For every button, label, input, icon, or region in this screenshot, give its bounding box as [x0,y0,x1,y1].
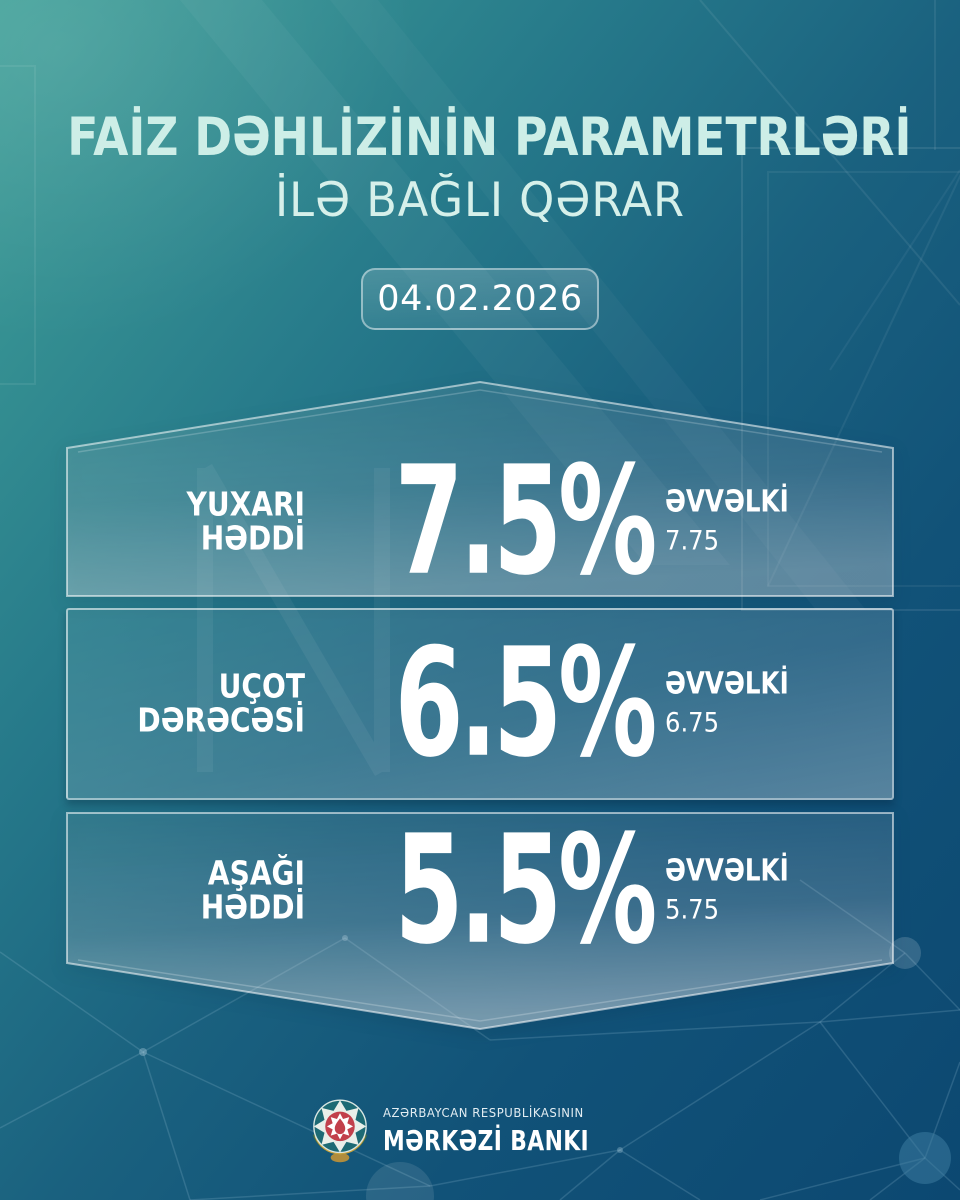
rate-value: 5.5% [394,803,658,978]
date-text: 04.02.2026 [377,279,583,319]
rate-label: YUXARI HƏDDİ [186,484,305,558]
glass-panel-shape [66,381,894,597]
previous-rate-block: ƏVVƏLKİ 7.75 [665,485,816,557]
previous-label: ƏVVƏLKİ [665,853,789,889]
footer-logo-block: AZƏRBAYCAN RESPUBLİKASININ MƏRKƏZİ BANKI [0,1098,960,1164]
page-title-line1: FAİZ DƏHLİZİNİN PARAMETRLƏRİ [67,107,912,168]
rate-value: 6.5% [394,616,658,791]
rate-label: UÇOT DƏRƏCƏSİ [137,666,305,740]
rate-value: 7.5% [394,434,658,609]
previous-value: 5.75 [665,894,720,926]
previous-value: 7.75 [665,525,720,557]
previous-rate-block: ƏVVƏLKİ 5.75 [665,854,816,926]
rate-panel-discount-rate: UÇOT DƏRƏCƏSİ 6.5% ƏVVƏLKİ 6.75 [66,608,894,800]
glass-panel-shape [66,608,894,800]
glass-panel-shape [66,812,894,1030]
page-title-line2: İLƏ BAĞLI QƏRAR [275,173,685,228]
rate-panel-upper-limit: YUXARI HƏDDİ 7.5% ƏVVƏLKİ 7.75 [66,381,894,597]
central-bank-emblem-icon [313,1099,368,1163]
previous-value: 6.75 [665,707,720,739]
panel-content-row: UÇOT DƏRƏCƏSİ 6.5% ƏVVƏLKİ 6.75 [66,608,894,800]
date-badge: 04.02.2026 [361,268,599,330]
previous-label: ƏVVƏLKİ [665,666,789,702]
org-name-line2: MƏRKƏZİ BANKI [383,1124,590,1157]
panel-content-row: AŞAĞI HƏDDİ 5.5% ƏVVƏLKİ 5.75 [66,812,894,970]
previous-rate-block: ƏVVƏLKİ 6.75 [665,667,816,739]
rate-label: AŞAĞI HƏDDİ [200,853,305,927]
org-name-block: AZƏRBAYCAN RESPUBLİKASININ MƏRKƏZİ BANKI [383,1105,647,1157]
previous-label: ƏVVƏLKİ [665,484,789,520]
rate-panel-lower-limit: AŞAĞI HƏDDİ 5.5% ƏVVƏLKİ 5.75 [66,812,894,1030]
panel-content-row: YUXARI HƏDDİ 7.5% ƏVVƏLKİ 7.75 [66,447,894,597]
org-name-line1: AZƏRBAYCAN RESPUBLİKASININ [383,1105,585,1120]
